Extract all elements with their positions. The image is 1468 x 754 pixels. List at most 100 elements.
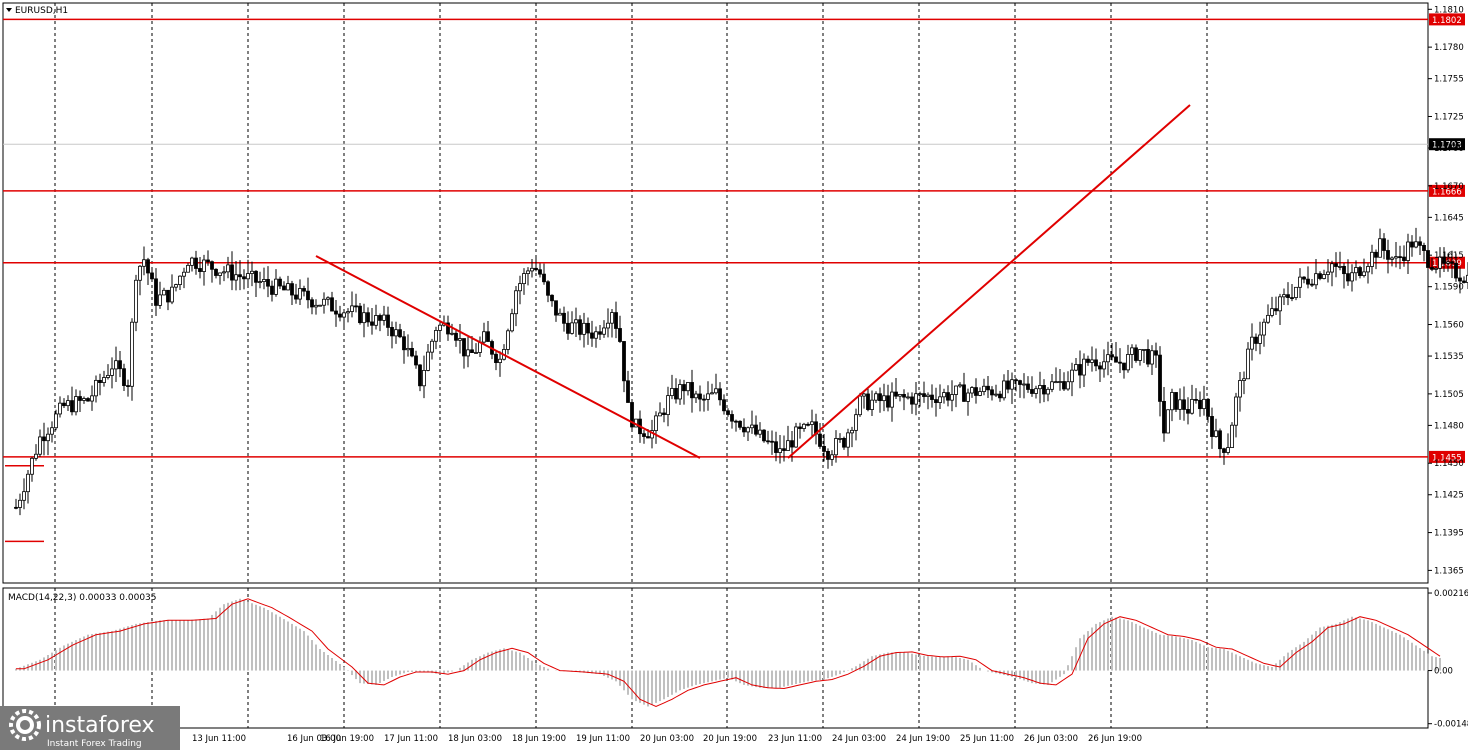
candle-body: [363, 313, 366, 323]
price-panel[interactable]: [3, 3, 1428, 583]
candle-body: [1111, 355, 1114, 357]
candle-body: [1031, 389, 1034, 393]
macd-tick-label: 0.00: [1434, 667, 1453, 677]
candle-body: [1259, 335, 1262, 343]
candle-body: [675, 388, 678, 399]
price-tick-label: 1.1560: [1434, 321, 1464, 331]
candle-body: [1039, 385, 1042, 388]
candle-body: [1115, 357, 1118, 362]
candle-body: [35, 454, 38, 458]
candle-body: [283, 286, 286, 290]
symbol-header: EURUSD,H1: [6, 6, 68, 16]
candle-body: [1123, 363, 1126, 370]
macd-tick-label: 0.00216: [1434, 589, 1468, 599]
candle-body: [1427, 251, 1430, 268]
candle-body: [1403, 257, 1406, 260]
candle-body: [323, 299, 326, 305]
candle-body: [423, 370, 426, 385]
candle-body: [699, 394, 702, 399]
candle-body: [1163, 401, 1166, 433]
level-tag-label: 1.1802: [1432, 16, 1462, 26]
candle-body: [119, 361, 122, 369]
candle-body: [887, 396, 890, 407]
candle-body: [791, 441, 794, 447]
candle-body: [507, 331, 510, 350]
macd-tick-label: -0.00148: [1434, 720, 1468, 730]
candle-body: [1383, 239, 1386, 251]
candle-body: [419, 365, 422, 386]
candle-body: [187, 265, 190, 272]
candle-body: [931, 395, 934, 399]
candle-body: [235, 275, 238, 280]
candle-body: [803, 424, 806, 428]
candle-body: [643, 434, 646, 437]
candle-body: [715, 389, 718, 393]
candle-body: [711, 393, 714, 394]
candle-body: [463, 339, 466, 356]
candle-body: [523, 274, 526, 284]
candle-body: [611, 313, 614, 324]
time-tick-label: 17 Jun 11:00: [384, 734, 438, 744]
candle-body: [143, 260, 146, 267]
candle-body: [263, 279, 266, 281]
candle-body: [847, 433, 850, 447]
candle-body: [975, 388, 978, 396]
candle-body: [1143, 349, 1146, 350]
candle-body: [1183, 400, 1186, 410]
candle-body: [475, 352, 478, 353]
candle-body: [1355, 268, 1358, 273]
candle-body: [1335, 264, 1338, 267]
candle-body: [1007, 381, 1010, 389]
candle-body: [891, 392, 894, 407]
candle-body: [487, 332, 490, 342]
brand-name: instaforex: [45, 713, 155, 738]
candle-body: [1219, 431, 1222, 449]
price-tick-label: 1.1505: [1434, 390, 1464, 400]
candle-body: [1095, 360, 1098, 366]
candle-body: [759, 430, 762, 434]
candle-body: [335, 311, 338, 314]
candle-body: [299, 288, 302, 299]
price-tick-label: 1.1670: [1434, 182, 1464, 192]
price-tick-label: 1.1700: [1434, 144, 1464, 154]
candle-body: [1395, 257, 1398, 258]
candle-body: [275, 279, 278, 294]
candle-body: [1279, 297, 1282, 311]
candle-body: [1363, 272, 1366, 276]
candle-body: [1239, 381, 1242, 397]
candle-body: [1251, 337, 1254, 349]
candle-body: [43, 437, 46, 441]
candle-body: [547, 282, 550, 296]
candle-body: [747, 428, 750, 432]
candle-body: [951, 395, 954, 401]
instaforex-logo: instaforex Instant Forex Trading: [0, 706, 180, 750]
candle-body: [543, 274, 546, 282]
candle-body: [807, 424, 810, 425]
candle-body: [407, 348, 410, 349]
time-tick-label: 20 Jun 03:00: [640, 734, 694, 744]
price-tick-label: 1.1780: [1434, 43, 1464, 53]
candle-body: [903, 394, 906, 397]
candle-body: [831, 455, 834, 460]
brand-tagline: Instant Forex Trading: [47, 739, 142, 749]
price-tick-label: 1.1450: [1434, 459, 1464, 469]
candle-body: [1191, 399, 1194, 413]
candle-body: [779, 449, 782, 453]
candle-body: [1027, 384, 1030, 389]
candle-body: [1359, 268, 1362, 276]
candle-body: [1087, 359, 1090, 362]
candle-body: [787, 441, 790, 451]
candle-body: [19, 500, 22, 507]
candle-body: [999, 394, 1002, 398]
candle-body: [67, 401, 70, 406]
candle-body: [83, 399, 86, 401]
candle-body: [1155, 351, 1158, 355]
candle-body: [1003, 381, 1006, 398]
candle-body: [1247, 349, 1250, 379]
candle-body: [1083, 359, 1086, 375]
candle-body: [1375, 252, 1378, 257]
candle-body: [403, 337, 406, 350]
candle-body: [687, 382, 690, 390]
